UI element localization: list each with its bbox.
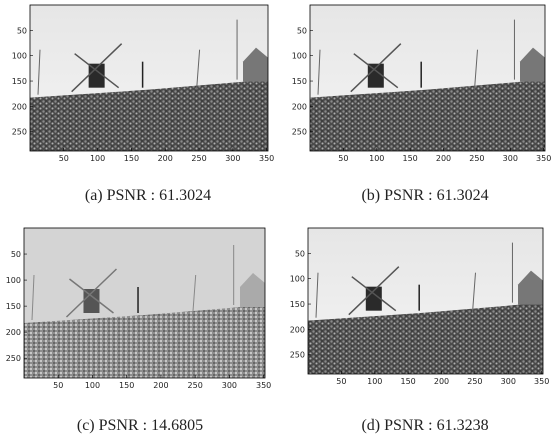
x-tick-label: 250 xyxy=(188,381,203,390)
caption: (b) PSNR : 61.3024 xyxy=(361,187,488,204)
y-tick-label: 100 xyxy=(290,275,305,284)
x-tick-label: 150 xyxy=(119,381,134,390)
y-tick-label: 100 xyxy=(6,276,21,285)
x-tick-label: 300 xyxy=(225,154,240,163)
lamp-post xyxy=(420,62,422,88)
x-tick-label: 200 xyxy=(153,381,168,390)
x-tick-label: 150 xyxy=(403,154,418,163)
y-tick-label: 200 xyxy=(6,328,21,337)
x-tick-label: 350 xyxy=(536,154,551,163)
y-tick-label: 50 xyxy=(297,26,307,35)
x-tick-label: 50 xyxy=(53,381,63,390)
y-tick-label: 50 xyxy=(295,249,305,258)
y-tick-label: 50 xyxy=(17,26,27,35)
lamp-post xyxy=(142,62,144,88)
x-tick-label: 350 xyxy=(534,377,549,386)
x-tick-label: 300 xyxy=(501,377,516,386)
x-tick-label: 200 xyxy=(158,154,173,163)
y-tick-label: 150 xyxy=(290,300,305,309)
y-tick-label: 200 xyxy=(12,102,27,111)
y-tick-label: 200 xyxy=(292,102,307,111)
x-tick-label: 300 xyxy=(222,381,237,390)
x-tick-label: 100 xyxy=(90,154,105,163)
x-tick-label: 100 xyxy=(367,377,382,386)
lamp-post xyxy=(137,287,139,313)
x-tick-label: 150 xyxy=(124,154,139,163)
lamp-post xyxy=(418,285,420,311)
x-tick-label: 300 xyxy=(503,154,518,163)
x-tick-label: 350 xyxy=(256,381,271,390)
x-tick-label: 250 xyxy=(469,154,484,163)
x-tick-label: 50 xyxy=(59,154,69,163)
x-tick-label: 100 xyxy=(369,154,384,163)
x-tick-label: 50 xyxy=(338,154,348,163)
x-tick-label: 250 xyxy=(191,154,206,163)
image-panel: 50 100 150 200 250 300 350 50 100 150 200 250 (d) PS… xyxy=(290,228,550,434)
image-panel: 50 100 150 200 250 300 350 50 100 150 200 250 (c) PS… xyxy=(6,228,272,434)
image-panel: 50 100 150 200 250 300 350 50 100 150 200 250 (b) PS… xyxy=(292,5,552,204)
y-tick-label: 250 xyxy=(6,354,21,363)
x-tick-label: 150 xyxy=(401,377,416,386)
y-tick-label: 200 xyxy=(290,325,305,334)
y-tick-label: 100 xyxy=(292,52,307,61)
y-tick-label: 250 xyxy=(12,128,27,137)
caption: (d) PSNR : 61.3238 xyxy=(361,417,488,434)
x-tick-label: 200 xyxy=(434,377,449,386)
y-tick-label: 150 xyxy=(6,302,21,311)
x-tick-label: 200 xyxy=(436,154,451,163)
image-panel: 50 100 150 200 250 300 350 50 100 150 200 250 (a) PS… xyxy=(12,5,275,204)
y-tick-label: 100 xyxy=(12,52,27,61)
y-tick-label: 250 xyxy=(292,128,307,137)
x-tick-label: 250 xyxy=(467,377,482,386)
y-tick-label: 150 xyxy=(292,77,307,86)
caption: (c) PSNR : 14.6805 xyxy=(77,417,203,434)
y-tick-label: 50 xyxy=(11,250,21,259)
y-tick-label: 150 xyxy=(12,77,27,86)
y-tick-label: 250 xyxy=(290,351,305,360)
x-tick-label: 350 xyxy=(259,154,274,163)
x-tick-label: 50 xyxy=(336,377,346,386)
caption: (a) PSNR : 61.3024 xyxy=(85,187,211,204)
figure: 50 100 150 200 250 300 350 50 100 150 200 250 (a) PS… xyxy=(0,0,552,438)
x-tick-label: 100 xyxy=(85,381,100,390)
